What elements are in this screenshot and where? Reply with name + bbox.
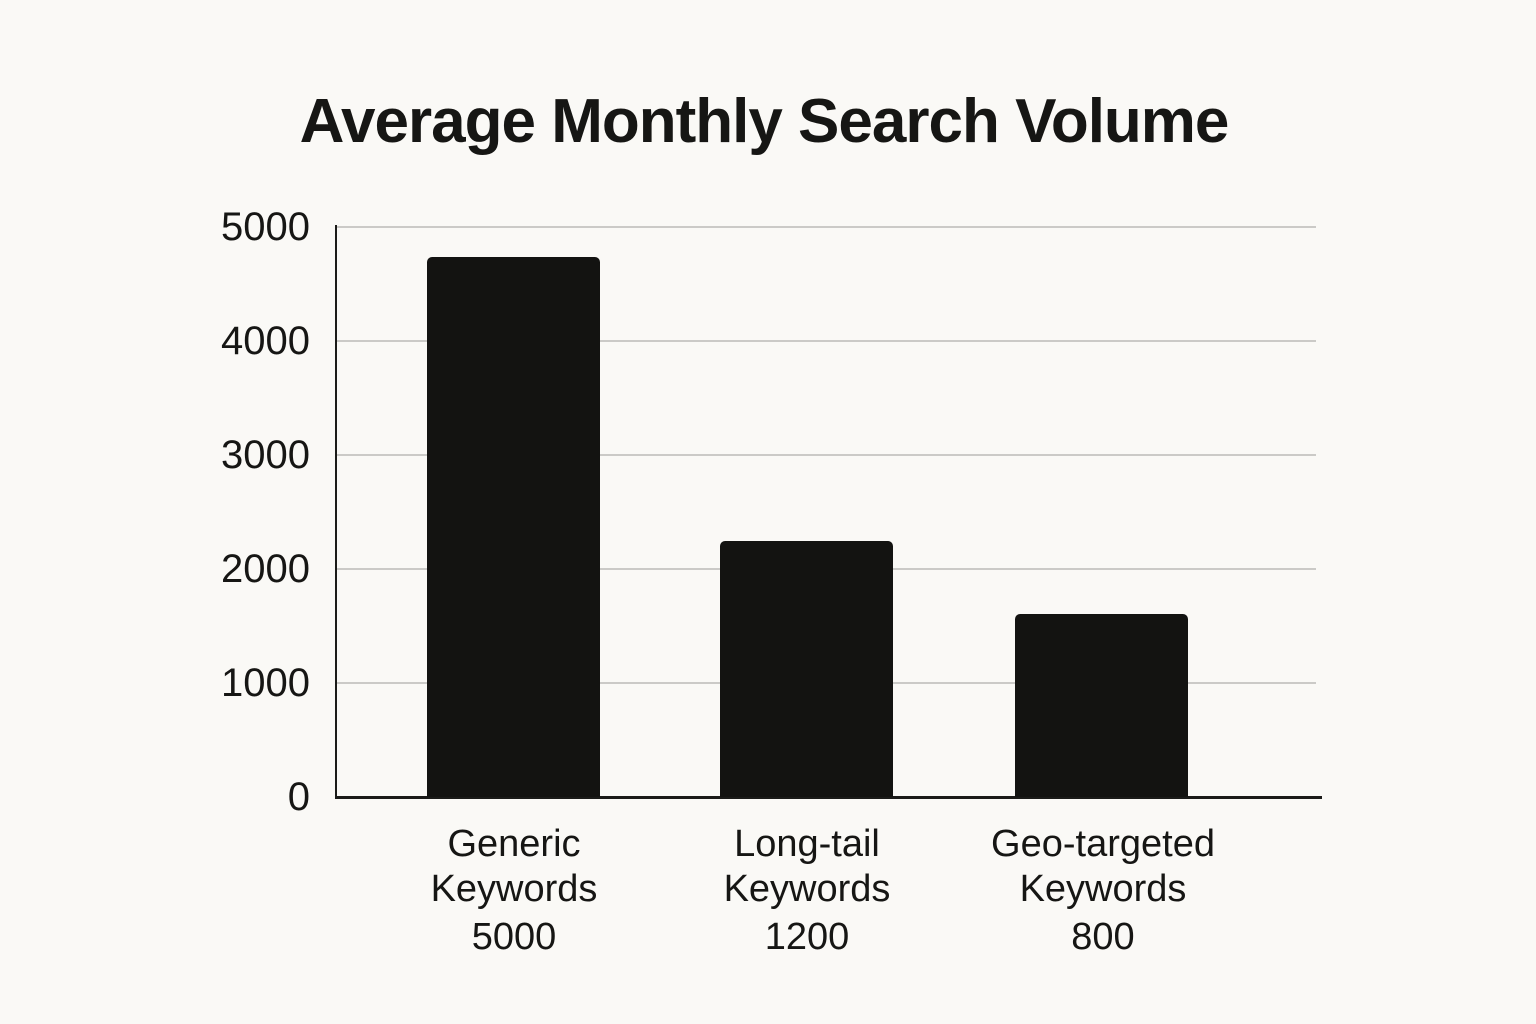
category-label-long-tail-keywords: Long-tail Keywords 1200	[724, 822, 891, 960]
category-label-generic-keywords: Generic Keywords 5000	[431, 822, 598, 960]
y-axis-line	[335, 225, 337, 799]
gridline-5000	[337, 226, 1316, 228]
category-line: Generic	[447, 823, 581, 865]
x-axis-line	[335, 796, 1322, 799]
category-value-label: 800	[1071, 916, 1135, 958]
x-axis-category-labels: Generic Keywords 5000 Long-tail Keywords…	[337, 822, 1316, 982]
bar-geo-targeted-keywords	[1015, 614, 1188, 797]
gridline-3000	[337, 454, 1316, 456]
y-tick-label-1000: 1000	[221, 661, 310, 705]
category-line: Keywords	[430, 868, 598, 910]
bar-generic-keywords	[427, 256, 600, 797]
bar-long-tail-keywords	[720, 540, 893, 797]
category-label-geo-targeted-keywords: Geo-targeted Keywords 800	[991, 822, 1215, 960]
y-tick-label-4000: 4000	[221, 319, 310, 363]
category-line: Keywords	[1019, 868, 1187, 910]
category-line: Geo-targeted	[991, 823, 1215, 865]
y-tick-label-5000: 5000	[221, 205, 310, 249]
category-value-label: 1200	[764, 916, 850, 958]
plot-area	[335, 225, 1322, 799]
y-tick-label-2000: 2000	[221, 547, 310, 591]
y-axis-tick-labels: 5000 4000 3000 2000 1000 0	[140, 207, 310, 817]
chart-title: Average Monthly Search Volume	[299, 87, 1230, 156]
category-value-label: 5000	[471, 916, 557, 958]
category-line: Long-tail	[734, 823, 880, 865]
gridline-4000	[337, 340, 1316, 342]
category-line: Keywords	[723, 868, 891, 910]
y-tick-label-3000: 3000	[221, 433, 310, 477]
y-tick-label-0: 0	[287, 775, 310, 819]
